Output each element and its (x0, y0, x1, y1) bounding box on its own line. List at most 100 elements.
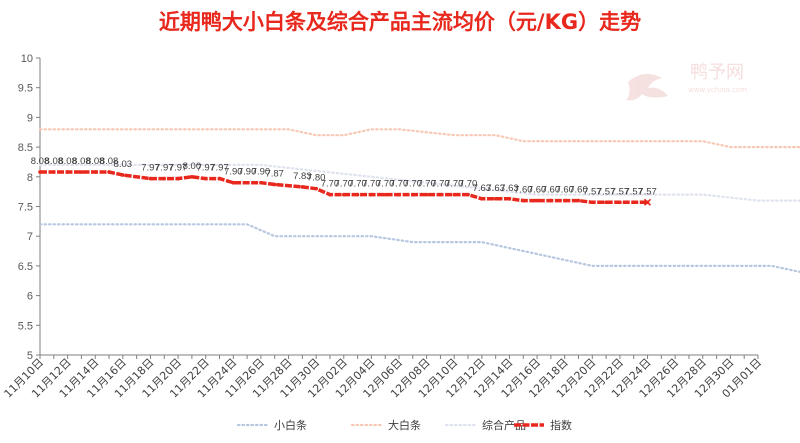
index-data-label: 7.63 (500, 183, 519, 194)
index-data-label: 7.97 (196, 163, 215, 174)
y-tick-label: 5 (27, 350, 33, 362)
index-data-label: 7.90 (252, 167, 271, 178)
index-point (631, 200, 636, 205)
index-data-label: 7.70 (348, 179, 367, 190)
index-point (245, 180, 249, 185)
watermark-url: www.ychina.com (688, 86, 747, 94)
index-point (493, 196, 498, 201)
index-point (549, 198, 553, 203)
index-point (535, 198, 539, 203)
index-data-label: 8.08 (31, 156, 50, 167)
index-point (314, 186, 318, 191)
index-data-label: 7.60 (528, 185, 547, 196)
legend-label: 指数 (550, 418, 572, 432)
index-data-label: 7.90 (238, 167, 257, 178)
index-data-label: 7.63 (486, 183, 505, 194)
index-data-label: 8.00 (183, 161, 202, 172)
index-point (38, 170, 42, 174)
series-line-small_white (38, 223, 800, 273)
index-point (452, 192, 457, 197)
index-data-label: 7.90 (224, 167, 243, 178)
index-point (328, 192, 332, 197)
index-data-label: 7.63 (473, 183, 492, 194)
index-point (65, 170, 70, 174)
legend-label: 大白条 (388, 418, 421, 432)
duck-logo-icon (626, 73, 668, 101)
index-point (383, 192, 387, 197)
y-tick-label: 9 (27, 112, 33, 124)
index-point (438, 192, 443, 197)
index-data-label: 7.70 (445, 179, 464, 190)
index-point (466, 192, 470, 197)
index-data-label: 7.60 (555, 185, 574, 196)
index-point (300, 185, 305, 189)
index-point (272, 182, 277, 187)
chart-title: 近期鸭大小白条及综合产品主流均价（元/KG）走势 (158, 10, 642, 34)
index-point (411, 192, 415, 197)
index-point (355, 192, 360, 197)
index-data-label: 8.08 (100, 156, 119, 167)
series-line-large_white (38, 128, 800, 149)
index-point (176, 176, 180, 181)
index-point (424, 192, 429, 197)
index-data-label: 8.03 (114, 159, 133, 170)
index-point (480, 196, 484, 201)
index-point (369, 192, 374, 197)
index-data-label: 7.57 (583, 186, 602, 197)
legend-label: 小白条 (274, 418, 307, 432)
index-data-label: 7.57 (611, 186, 630, 197)
index-point (521, 198, 526, 203)
index-data-label: 7.70 (321, 179, 340, 190)
index-point (341, 192, 346, 197)
index-data-label: 7.57 (597, 186, 616, 197)
index-data-label: 7.70 (376, 179, 395, 190)
index-data-label: 7.97 (155, 163, 174, 174)
y-tick-label: 7.5 (18, 202, 33, 214)
index-point (190, 175, 194, 179)
index-data-label: 7.60 (569, 185, 588, 196)
index-data-label: 7.80 (307, 173, 326, 184)
index-data-label: 8.08 (72, 156, 91, 167)
index-data-label: 7.70 (417, 179, 436, 190)
index-data-label: 7.87 (265, 169, 284, 180)
y-tick-label: 8 (27, 172, 33, 184)
index-point (148, 176, 153, 181)
index-data-label: 7.70 (362, 179, 381, 190)
index-data-label: 8.08 (58, 156, 77, 167)
series-line-composite (38, 163, 800, 202)
index-data-label: 7.97 (141, 163, 160, 174)
index-point (121, 173, 125, 177)
y-tick-label: 7 (27, 231, 33, 243)
watermark-logo: 鸭予网 www.ychina.com (626, 62, 747, 101)
index-point (397, 192, 401, 197)
index-data-label: 7.97 (169, 163, 188, 174)
index-data-label: 7.83 (293, 171, 312, 182)
index-end-marker (644, 198, 652, 206)
y-tick-label: 8.5 (18, 142, 33, 154)
index-point (217, 176, 222, 181)
index-point (562, 198, 567, 203)
index-point (231, 180, 236, 185)
index-point (79, 170, 84, 174)
index-data-label: 7.57 (638, 186, 657, 197)
index-data-label: 7.70 (459, 179, 478, 190)
index-data-label: 7.57 (624, 186, 643, 197)
index-point (604, 200, 608, 205)
index-data-label: 7.60 (514, 185, 533, 196)
index-point (507, 196, 512, 201)
index-data-label: 7.70 (404, 179, 423, 190)
index-data-label: 8.08 (45, 156, 64, 167)
index-point (93, 170, 98, 174)
index-point (576, 198, 581, 203)
y-tick-label: 10 (21, 53, 33, 65)
index-point (259, 180, 263, 185)
y-tick-label: 9.5 (18, 83, 33, 95)
index-data-label: 7.70 (431, 179, 450, 190)
index-data-label: 7.70 (390, 179, 409, 190)
y-tick-label: 6 (27, 291, 33, 303)
index-point (162, 176, 167, 181)
y-tick-label: 6.5 (18, 261, 33, 273)
index-data-label: 7.97 (210, 163, 229, 174)
